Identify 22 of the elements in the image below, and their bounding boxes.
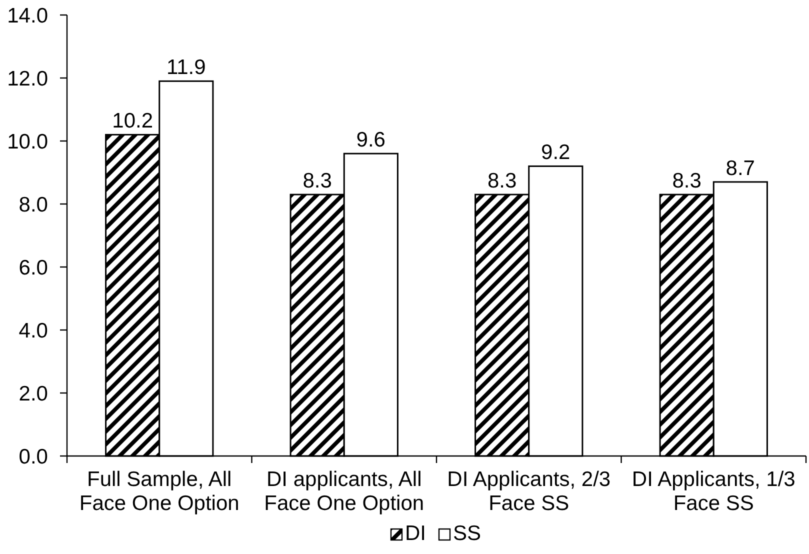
data-label: 10.2 xyxy=(112,110,154,133)
y-tick-label: 4.0 xyxy=(18,320,48,343)
data-label: 9.6 xyxy=(356,128,386,152)
y-tick-label: 8.0 xyxy=(18,194,48,217)
y-tick-label: 12.0 xyxy=(7,68,48,91)
x-tick-label: DI Applicants, 1/3 Face SS xyxy=(632,468,796,515)
y-tick-label: 0.0 xyxy=(18,446,48,469)
data-label: 8.3 xyxy=(672,170,702,193)
x-tick-label: Full Sample, All Face One Option xyxy=(79,468,240,515)
legend-label: DI xyxy=(404,522,426,545)
y-tick-label: 10.0 xyxy=(7,130,48,154)
x-tick-label: DI applicants, All Face One Option xyxy=(264,468,424,515)
x-tick-label: DI Applicants, 2/3 Face SS xyxy=(447,468,611,515)
data-label: 8.3 xyxy=(302,170,332,193)
y-tick-label: 2.0 xyxy=(18,382,48,406)
data-label: 9.2 xyxy=(541,141,570,164)
y-tick-label: 14.0 xyxy=(7,4,48,28)
legend-label: SS xyxy=(452,522,482,545)
y-tick-label: 6.0 xyxy=(18,256,48,280)
data-label: 8.3 xyxy=(487,170,517,193)
data-label: 8.7 xyxy=(726,156,756,180)
data-label: 11.9 xyxy=(166,56,206,80)
